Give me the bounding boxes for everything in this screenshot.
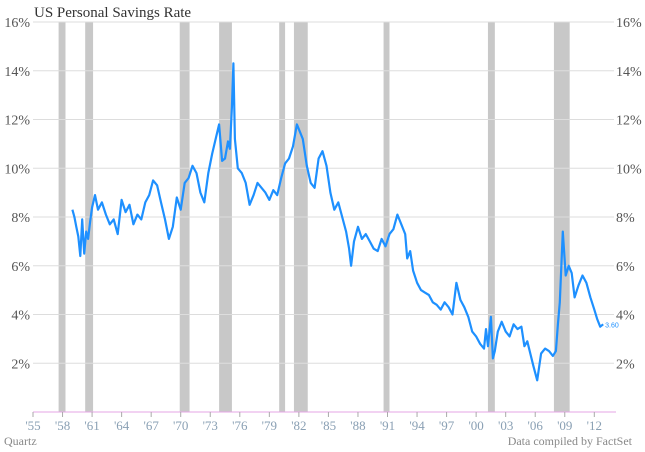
ytick-right-6: 14%: [616, 65, 642, 80]
xtick-16: '03: [498, 418, 513, 433]
ytick-right-3: 8%: [616, 211, 635, 226]
xtick-2: '61: [84, 418, 99, 433]
xtick-1: '58: [55, 418, 70, 433]
xtick-15: '00: [468, 418, 483, 433]
xtick-8: '79: [262, 418, 277, 433]
xtick-14: '97: [439, 418, 455, 433]
ytick-left-3: 8%: [11, 211, 30, 226]
end-value-label: 3.60: [605, 322, 619, 329]
ytick-left-2: 6%: [11, 260, 30, 275]
ytick-left-1: 4%: [11, 309, 30, 324]
xtick-9: '82: [291, 418, 306, 433]
ytick-right-7: 16%: [616, 16, 642, 31]
xtick-7: '76: [232, 418, 248, 433]
xtick-6: '73: [203, 418, 218, 433]
source-right: Data compiled by FactSet: [508, 434, 633, 448]
ytick-left-4: 10%: [4, 162, 30, 177]
series-layer: [71, 62, 604, 382]
xtick-13: '94: [409, 418, 425, 433]
xtick-18: '09: [557, 418, 572, 433]
xtick-12: '91: [380, 418, 395, 433]
ytick-left-7: 16%: [4, 16, 30, 31]
ytick-right-2: 6%: [616, 260, 635, 275]
series-line-0: [71, 62, 604, 382]
ytick-right-0: 2%: [616, 357, 635, 372]
xtick-3: '64: [114, 418, 130, 433]
source-left: Quartz: [4, 434, 37, 448]
xtick-19: '12: [587, 418, 602, 433]
gridlines: [33, 21, 614, 364]
ytick-left-5: 12%: [4, 114, 30, 129]
x-axis: '55 '58 '61 '64 '67 '70 '73 '76 '79 '82 '85 '88 '91 '…: [25, 412, 602, 433]
ytick-right-4: 10%: [616, 162, 642, 177]
xtick-5: '70: [173, 418, 188, 433]
chart-title: US Personal Savings Rate: [34, 5, 191, 21]
ytick-left-6: 14%: [4, 65, 30, 80]
ytick-left-0: 2%: [11, 357, 30, 372]
xtick-0: '55: [25, 418, 40, 433]
xtick-17: '06: [528, 418, 544, 433]
y-axis-left: 2% 4% 6% 8% 10% 12% 14% 16%: [4, 16, 30, 372]
xtick-11: '88: [350, 418, 365, 433]
y-axis-right: 2% 4% 6% 8% 10% 12% 14% 16%: [616, 16, 642, 372]
ytick-right-5: 12%: [616, 114, 642, 129]
xtick-10: '85: [321, 418, 336, 433]
xtick-4: '67: [143, 418, 159, 433]
ytick-right-1: 4%: [616, 309, 635, 324]
